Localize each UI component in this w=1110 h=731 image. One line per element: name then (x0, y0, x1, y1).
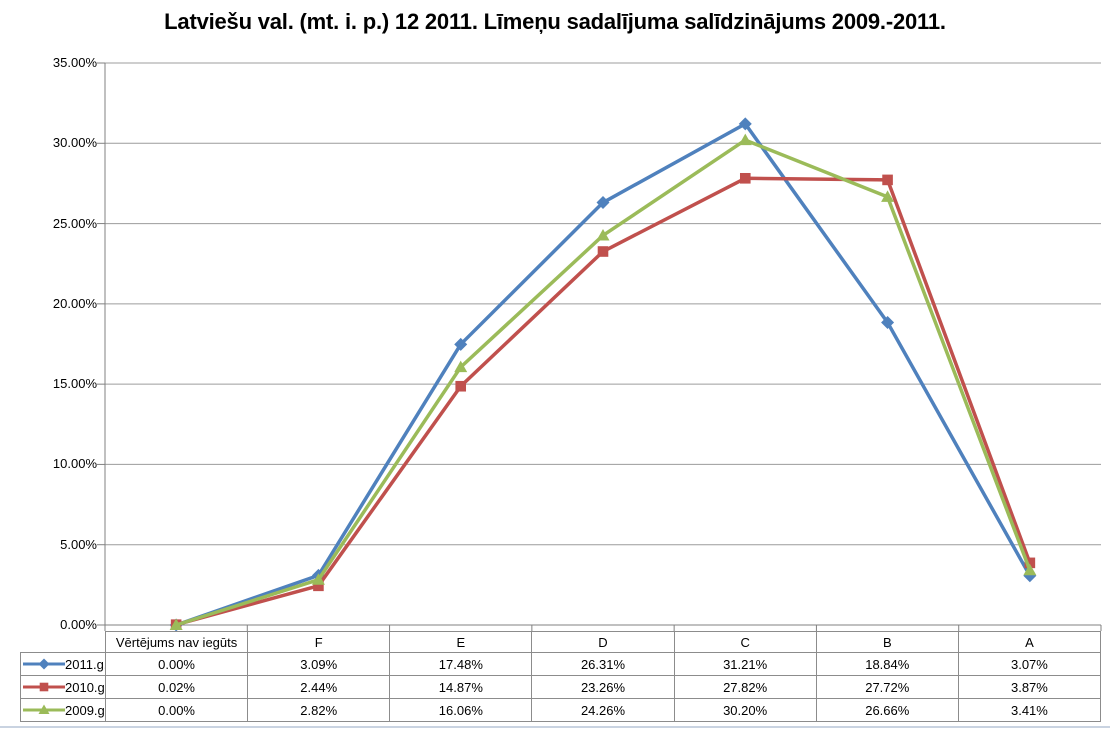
series-marker-2009.g. (169, 618, 183, 630)
series-line-2009.g. (174, 138, 1032, 627)
table-value-cell: 2.44% (247, 675, 391, 699)
table-value-cell: 17.48% (389, 652, 533, 676)
table-value-cell: 3.09% (247, 652, 391, 676)
table-column-header: B (815, 631, 959, 653)
legend-key-marker (39, 682, 49, 692)
legend-key-diamond-icon (23, 658, 65, 670)
legend-label: 2010.g. (65, 679, 106, 695)
legend-cell: 2009.g. (20, 698, 106, 722)
table-row-2010.g.: 2010.g. 0.02% 2.44% 14.87% 23.26% 27.82% 27.72… (20, 675, 1102, 699)
legend-key-square-icon (23, 682, 65, 692)
series-marker-2011.g. (596, 196, 610, 210)
y-axis-tick-label: 25.00% (52, 215, 97, 231)
y-axis-tick-label: 0.00% (60, 617, 97, 632)
series-marker-2011.g. (881, 315, 895, 329)
series-marker-2010.g. (313, 580, 324, 592)
series-marker-2009.g. (454, 360, 468, 373)
series-marker-2010.g. (882, 174, 893, 186)
table-value-cell: 2.82% (247, 698, 391, 722)
legend-cell: 2010.g. (20, 675, 106, 699)
y-axis-tick-label: 30.00% (52, 135, 97, 151)
legend-key-triangle-icon (23, 704, 65, 714)
y-axis-tick-label: 15.00% (52, 376, 97, 392)
table-value-cell: 27.82% (673, 675, 817, 699)
table-value-cell: 31.21% (673, 652, 817, 676)
table-column-header: A (957, 631, 1102, 653)
table-value-cell: 0.00% (104, 698, 249, 722)
table-value-cell: 3.07% (957, 652, 1102, 676)
table-column-header: Vērtējums nav iegūts (104, 631, 249, 653)
legend-key-marker (38, 704, 50, 714)
legend-header-spacer (21, 632, 106, 653)
series-marker-2010.g. (739, 172, 751, 184)
series-marker-2009.g. (881, 190, 895, 202)
series-marker-2010.g. (455, 380, 467, 392)
y-axis-tick-label: 10.00% (52, 456, 97, 472)
series-marker-2009.g. (311, 573, 325, 585)
table-header-row: Vērtējums nav iegūts F E D C B A (21, 631, 1102, 653)
series-marker-2009.g. (596, 228, 610, 241)
table-row-2009.g.: 2009.g. 0.00% 2.82% 16.06% 24.26% 30.20% 26.66… (20, 698, 1102, 722)
series-line-2010.g. (174, 176, 1032, 627)
table-value-cell: 30.20% (673, 698, 817, 722)
table-row-2011.g.: 2011.g. 0.00% 3.09% 17.48% 26.31% 31.21% 18.84… (20, 652, 1102, 676)
table-value-cell: 26.31% (531, 652, 675, 676)
table-value-cell: 0.02% (104, 675, 249, 699)
table-value-cell: 24.26% (531, 698, 675, 722)
legend-cell: 2011.g. (20, 652, 106, 676)
table-value-cell: 16.06% (389, 698, 533, 722)
y-axis-tick-label: 5.00% (60, 536, 97, 552)
y-axis-tick-label: 35.00% (52, 55, 97, 70)
table-value-cell: 0.00% (104, 652, 249, 676)
table-body: 2011.g. 0.00% 3.09% 17.48% 26.31% 31.21% 18.84… (20, 652, 1102, 722)
legend-key-marker (38, 658, 50, 670)
series-marker-2010.g. (1024, 557, 1036, 569)
series-marker-2011.g. (738, 117, 752, 131)
data-table: Vērtējums nav iegūts F E D C B A 2011.g. 0.00% 3… (20, 631, 1102, 722)
series-marker-2009.g. (738, 133, 752, 146)
y-axis-tick-label: 20.00% (52, 295, 97, 311)
chart-area-bottom-edge (0, 726, 1110, 728)
table-value-cell: 27.72% (815, 675, 959, 699)
table-value-cell: 23.26% (531, 675, 675, 699)
series-marker-2011.g. (454, 337, 468, 351)
table-value-cell: 3.41% (957, 698, 1102, 722)
table-value-cell: 3.87% (957, 675, 1102, 699)
table-value-cell: 14.87% (389, 675, 533, 699)
legend-label: 2011.g. (65, 656, 106, 672)
table-value-cell: 18.84% (815, 652, 959, 676)
table-column-header: F (247, 631, 391, 653)
series-marker-2009.g. (1023, 563, 1037, 576)
series-marker-2010.g. (597, 246, 609, 257)
table-column-header: E (389, 631, 533, 653)
table-column-header: C (673, 631, 817, 653)
legend-label: 2009.g. (65, 702, 106, 718)
chart-title: Latviešu val. (mt. i. p.) 12 2011. Līmeņ… (164, 9, 946, 34)
table-column-header: D (531, 631, 675, 653)
table-value-cell: 26.66% (815, 698, 959, 722)
